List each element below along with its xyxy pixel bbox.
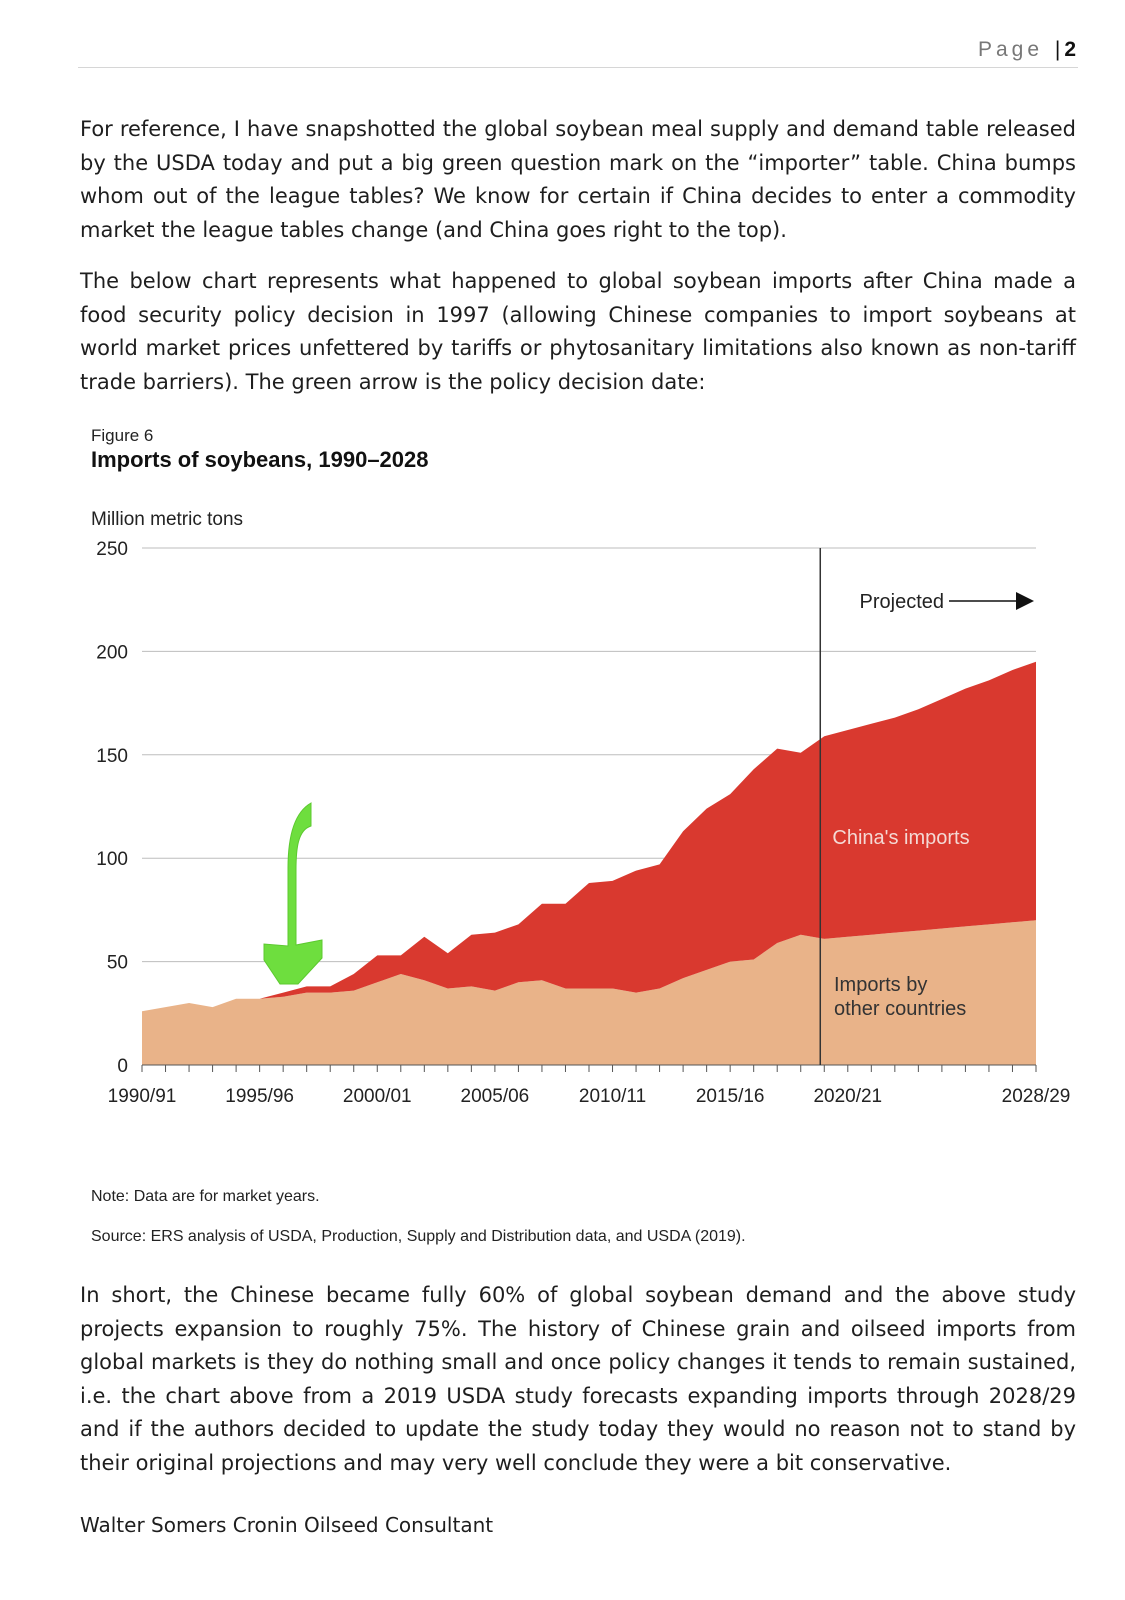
y-tick-label-200: 200 xyxy=(96,642,128,663)
x-tick-label-5: 2015/16 xyxy=(696,1086,765,1107)
area-series-0 xyxy=(142,920,1036,1065)
header-divider xyxy=(78,67,1078,68)
x-tick-label-0: 1990/91 xyxy=(108,1086,177,1107)
page-separator: | xyxy=(1054,38,1061,61)
page-number: 2 xyxy=(1064,38,1076,61)
series-label-china: China's imports xyxy=(832,827,969,849)
chart-annotation xyxy=(263,802,323,985)
y-tick-label-150: 150 xyxy=(96,746,128,767)
figure-label: Figure 6 xyxy=(91,426,154,445)
chart-areas xyxy=(142,661,1036,1065)
y-tick-label-100: 100 xyxy=(96,849,128,870)
y-tick-label-0: 0 xyxy=(117,1056,128,1077)
soybean-imports-chart: 0 50 100 150 200 250 Million metric tons 1990/9… xyxy=(91,509,1070,1107)
figure-source: Source: ERS analysis of USDA, Production… xyxy=(91,1228,746,1245)
figure-title: Imports of soybeans, 1990–2028 xyxy=(91,447,429,472)
paragraph-chart-context: The below chart represents what happened… xyxy=(80,269,1076,394)
series-label-other-line2: other countries xyxy=(834,998,966,1020)
series-label-other-line1: Imports by xyxy=(834,974,927,996)
area-series-1 xyxy=(142,661,1036,1012)
figure-note: Note: Data are for market years. xyxy=(91,1188,320,1205)
signature: Walter Somers Cronin Oilseed Consultant xyxy=(80,1513,494,1537)
x-tick-label-4: 2010/11 xyxy=(579,1086,646,1107)
y-tick-label-50: 50 xyxy=(107,953,128,974)
x-tick-label-7: 2028/29 xyxy=(1002,1086,1071,1107)
paragraph-intro: For reference, I have snapshotted the gl… xyxy=(80,117,1076,242)
projected-label: Projected xyxy=(860,591,945,613)
paragraph-conclusion: In short, the Chinese became fully 60% o… xyxy=(80,1283,1076,1475)
page-number-header: Page | 2 xyxy=(978,38,1076,62)
chart-labels: 0 50 100 150 200 250 Million metric tons 1990/9… xyxy=(91,509,1070,1107)
x-tick-label-1: 1995/96 xyxy=(225,1086,294,1107)
y-tick-label-250: 250 xyxy=(96,539,128,560)
x-tick-label-6: 2020/21 xyxy=(813,1086,882,1107)
projected-arrow-head-icon xyxy=(1016,592,1034,610)
page-word: Page xyxy=(977,38,1043,61)
x-tick-label-3: 2005/06 xyxy=(461,1086,530,1107)
x-tick-label-2: 2000/01 xyxy=(343,1086,412,1107)
green-arrow-icon xyxy=(263,802,323,985)
y-axis-label: Million metric tons xyxy=(91,509,243,530)
chart-axes xyxy=(141,548,1037,1072)
